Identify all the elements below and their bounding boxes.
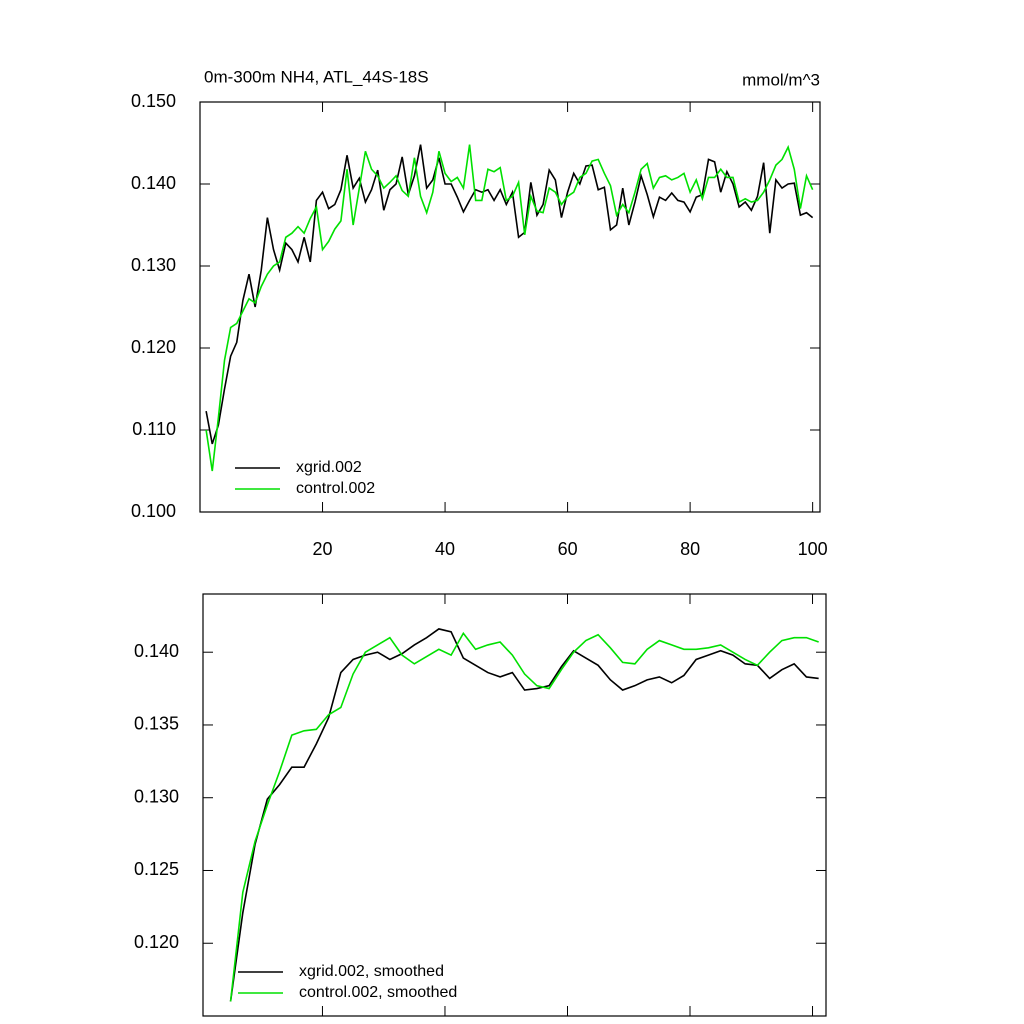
y-tick-label: 0.135 [134, 714, 179, 734]
y-tick-label: 0.125 [134, 859, 179, 879]
y-tick-label: 0.130 [131, 255, 176, 275]
series-line [229, 628, 819, 1002]
y-tick-label: 0.150 [131, 91, 176, 111]
y-tick-label: 0.120 [134, 932, 179, 952]
series-line [205, 144, 814, 472]
legend-label: control.002 [296, 480, 375, 497]
plot-frame [202, 593, 827, 1017]
legend-label: xgrid.002, smoothed [299, 963, 444, 980]
series-line [205, 144, 814, 445]
y-tick-label: 0.140 [131, 173, 176, 193]
unit-label: mmol/m^3 [742, 70, 820, 89]
x-tick-label: 20 [313, 539, 333, 559]
y-tick-label: 0.100 [131, 501, 176, 521]
legend-label: control.002, smoothed [299, 984, 457, 1001]
y-tick-label: 0.130 [134, 786, 179, 806]
series-line [229, 631, 819, 1002]
x-tick-label: 60 [558, 539, 578, 559]
x-tick-label: 80 [680, 539, 700, 559]
x-tick-label: 40 [435, 539, 455, 559]
legend-label: xgrid.002 [296, 459, 362, 476]
y-tick-label: 0.140 [134, 641, 179, 661]
y-tick-label: 0.120 [131, 337, 176, 357]
x-tick-label: 100 [798, 539, 828, 559]
plot-frame [199, 101, 821, 513]
chart-title: 0m-300m NH4, ATL_44S-18S [204, 67, 429, 86]
y-tick-label: 0.110 [132, 419, 176, 439]
